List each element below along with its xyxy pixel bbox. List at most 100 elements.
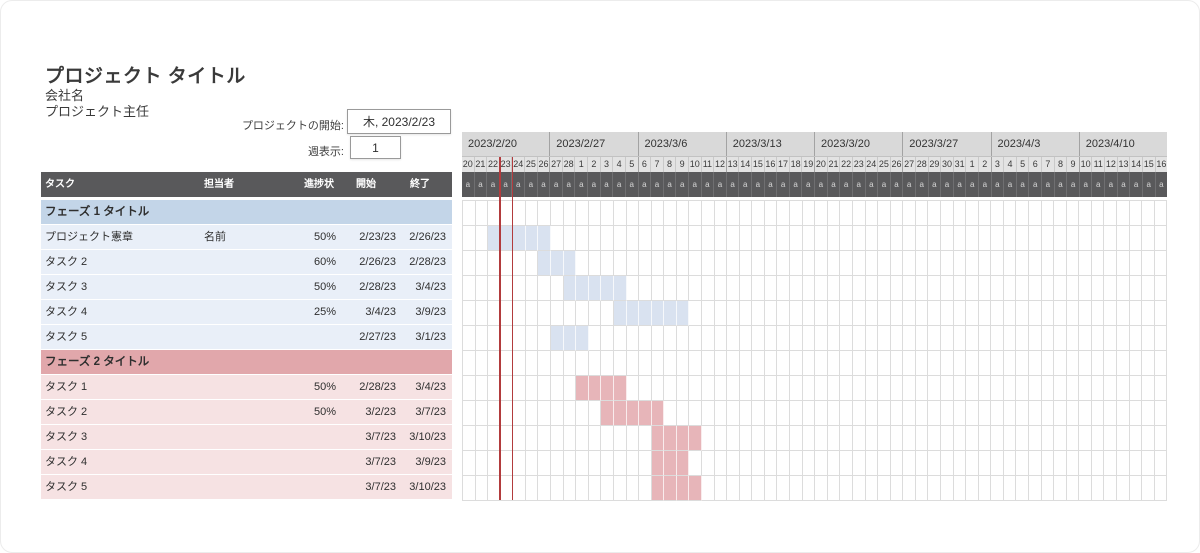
task-row: プロジェクト憲章 名前 50% 2/23/23 2/26/23 xyxy=(41,225,452,250)
progress-cell[interactable] xyxy=(296,475,336,499)
gantt-grid-cell xyxy=(890,376,904,401)
gantt-grid-cell xyxy=(1154,451,1168,476)
end-date-cell[interactable]: 3/9/23 xyxy=(415,306,446,318)
gantt-grid-cell xyxy=(790,226,803,251)
gantt-grid-cell xyxy=(1079,476,1092,501)
gantt-grid-cell xyxy=(903,426,916,451)
progress-cell[interactable]: 50% xyxy=(313,381,336,393)
assignee-cell[interactable]: 名前 xyxy=(204,231,226,243)
gantt-grid-row xyxy=(462,201,1168,226)
day-number-cell: 9 xyxy=(676,157,689,172)
gantt-grid-cell xyxy=(1066,401,1080,426)
day-number-cell: 1 xyxy=(966,157,979,172)
task-name-cell[interactable]: タスク 1 xyxy=(45,381,88,393)
task-name-cell[interactable]: プロジェクト憲章 xyxy=(45,231,133,243)
phase-title: フェーズ 2 タイトル xyxy=(45,356,150,368)
task-name-cell[interactable]: タスク 3 xyxy=(45,431,88,443)
end-date-cell[interactable]: 3/4/23 xyxy=(415,381,446,393)
progress-cell[interactable] xyxy=(296,325,336,349)
gantt-grid-cell xyxy=(563,476,577,501)
end-date-cell[interactable]: 2/26/23 xyxy=(409,231,446,243)
gantt-grid-cell xyxy=(978,426,992,451)
task-name-cell[interactable]: タスク 3 xyxy=(45,281,88,293)
gantt-grid-cell xyxy=(1066,276,1080,301)
gantt-grid-cell xyxy=(576,476,589,501)
gantt-grid-cell xyxy=(1091,201,1105,226)
start-date-cell[interactable]: 3/7/23 xyxy=(365,481,396,493)
assignee-cell[interactable] xyxy=(204,375,296,399)
project-start-input[interactable]: 木, 2023/2/23 xyxy=(347,109,451,134)
progress-cell[interactable]: 50% xyxy=(313,281,336,293)
gantt-grid-cell xyxy=(928,301,941,326)
gantt-grid-cell xyxy=(865,351,879,376)
task-name-cell[interactable]: タスク 2 xyxy=(45,406,88,418)
day-number-cell: 5 xyxy=(1017,157,1030,172)
gantt-grid-cell xyxy=(752,226,765,251)
task-name-cell[interactable]: タスク 4 xyxy=(45,306,88,318)
gantt-grid-cell xyxy=(475,476,489,501)
gantt-grid-cell xyxy=(1154,476,1168,501)
gantt-grid-cell xyxy=(1104,276,1118,301)
assignee-cell[interactable] xyxy=(204,400,296,424)
gantt-grid-cell xyxy=(1054,451,1067,476)
end-date-cell[interactable]: 3/9/23 xyxy=(415,456,446,468)
gantt-grid-cell xyxy=(1091,326,1105,351)
start-date-cell[interactable]: 2/28/23 xyxy=(359,381,396,393)
gantt-grid-cell xyxy=(827,251,841,276)
gantt-grid-cell xyxy=(1091,226,1105,251)
gantt-grid-cell xyxy=(752,276,765,301)
progress-cell[interactable] xyxy=(296,425,336,449)
gantt-grid-cell xyxy=(978,476,992,501)
task-name-cell[interactable]: タスク 4 xyxy=(45,456,88,468)
assignee-cell[interactable] xyxy=(204,250,296,274)
gantt-grid-cell xyxy=(538,301,552,326)
gantt-grid-cell xyxy=(689,401,702,426)
progress-cell[interactable]: 25% xyxy=(313,306,336,318)
gantt-grid-cell xyxy=(852,351,866,376)
task-name-cell[interactable]: タスク 5 xyxy=(45,481,88,493)
assignee-cell[interactable] xyxy=(204,275,296,299)
assignee-cell[interactable] xyxy=(204,300,296,324)
start-date-cell[interactable]: 3/7/23 xyxy=(365,431,396,443)
end-date-cell[interactable]: 2/28/23 xyxy=(409,256,446,268)
weekday-marker-cell: a xyxy=(941,172,954,197)
gantt-grid-cell xyxy=(475,276,489,301)
day-number-cell: 13 xyxy=(727,157,740,172)
gantt-grid-cell xyxy=(513,201,526,226)
gantt-grid-cell xyxy=(551,376,564,401)
gantt-grid-cell xyxy=(727,376,740,401)
start-date-cell[interactable]: 3/4/23 xyxy=(365,306,396,318)
start-date-cell[interactable]: 2/28/23 xyxy=(359,281,396,293)
assignee-cell[interactable] xyxy=(204,475,296,499)
assignee-cell[interactable] xyxy=(204,450,296,474)
start-date-cell[interactable]: 2/26/23 xyxy=(359,256,396,268)
gantt-grid-cell xyxy=(1117,401,1130,426)
gantt-grid-cell xyxy=(1029,251,1042,276)
end-date-cell[interactable]: 3/10/23 xyxy=(409,481,446,493)
end-date-cell[interactable]: 3/1/23 xyxy=(415,331,446,343)
gantt-grid-cell xyxy=(664,201,677,226)
start-date-cell[interactable]: 3/2/23 xyxy=(365,406,396,418)
progress-cell[interactable]: 50% xyxy=(313,406,336,418)
gantt-grid-cell xyxy=(1016,351,1030,376)
progress-cell[interactable]: 60% xyxy=(313,256,336,268)
progress-cell[interactable] xyxy=(296,450,336,474)
assignee-cell[interactable] xyxy=(204,425,296,449)
start-date-cell[interactable]: 2/27/23 xyxy=(359,331,396,343)
gantt-grid-cell xyxy=(538,326,552,351)
assignee-cell[interactable] xyxy=(204,325,296,349)
end-date-cell[interactable]: 3/4/23 xyxy=(415,281,446,293)
gantt-grid-cell xyxy=(525,401,539,426)
gantt-grid-cell xyxy=(752,326,765,351)
start-date-cell[interactable]: 3/7/23 xyxy=(365,456,396,468)
week-display-input[interactable]: 1 xyxy=(350,136,401,159)
task-name-cell[interactable]: タスク 2 xyxy=(45,256,88,268)
gantt-bar-cell xyxy=(689,426,702,451)
start-date-cell[interactable]: 2/23/23 xyxy=(359,231,396,243)
gantt-grid-cell xyxy=(689,201,702,226)
gantt-grid-cell xyxy=(978,351,992,376)
progress-cell[interactable]: 50% xyxy=(313,231,336,243)
task-name-cell[interactable]: タスク 5 xyxy=(45,331,88,343)
end-date-cell[interactable]: 3/10/23 xyxy=(409,431,446,443)
end-date-cell[interactable]: 3/7/23 xyxy=(415,406,446,418)
